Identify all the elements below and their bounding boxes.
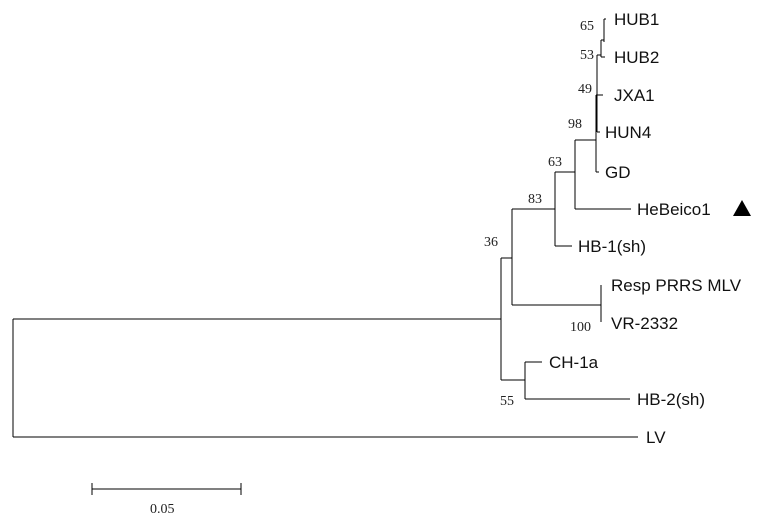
node-inner-36 [511, 208, 601, 306]
bootstrap-98: 98 [568, 117, 582, 132]
scale-bar-label: 0.05 [150, 502, 175, 517]
taxon-label-ch1a: CH-1a [549, 353, 599, 372]
scale-bar: 0.05 [91, 483, 242, 517]
taxon-labels: HUB1 HUB2 JXA1 HUN4 GD HeBeico1 HB-1(sh)… [549, 10, 742, 447]
bootstrap-83: 83 [528, 192, 542, 207]
filled-triangle-icon [733, 200, 751, 216]
bootstrap-36: 36 [484, 235, 498, 250]
node-53-group [600, 18, 606, 58]
node-55-group [512, 361, 630, 400]
root-branches [12, 318, 638, 438]
taxon-label-hb2sh: HB-2(sh) [637, 390, 705, 409]
bootstrap-55: 55 [500, 394, 514, 409]
taxon-label-hub1: HUB1 [614, 10, 659, 29]
node-49-group [596, 54, 603, 133]
taxon-label-vr2332: VR-2332 [611, 314, 678, 333]
taxon-label-resp-prrs-mlv: Resp PRRS MLV [611, 276, 742, 295]
bootstrap-63: 63 [548, 155, 562, 170]
bootstrap-100: 100 [570, 320, 591, 335]
bootstrap-49: 49 [578, 82, 592, 97]
taxon-label-hb1sh: HB-1(sh) [578, 237, 646, 256]
bootstrap-65: 65 [580, 19, 594, 34]
taxon-label-hub2: HUB2 [614, 48, 659, 67]
node-36-group [500, 257, 512, 381]
bootstrap-53: 53 [580, 48, 594, 63]
bootstrap-values: 65 53 49 98 63 83 36 100 55 [484, 19, 594, 409]
taxon-label-lv: LV [646, 428, 666, 447]
node-83-group [554, 171, 575, 247]
taxon-label-gd: GD [605, 163, 631, 182]
taxon-label-jxa1: JXA1 [614, 86, 655, 105]
node-63-group [574, 139, 631, 210]
taxon-label-hebeico1: HeBeico1 [637, 200, 711, 219]
taxon-label-hun4: HUN4 [605, 123, 651, 142]
